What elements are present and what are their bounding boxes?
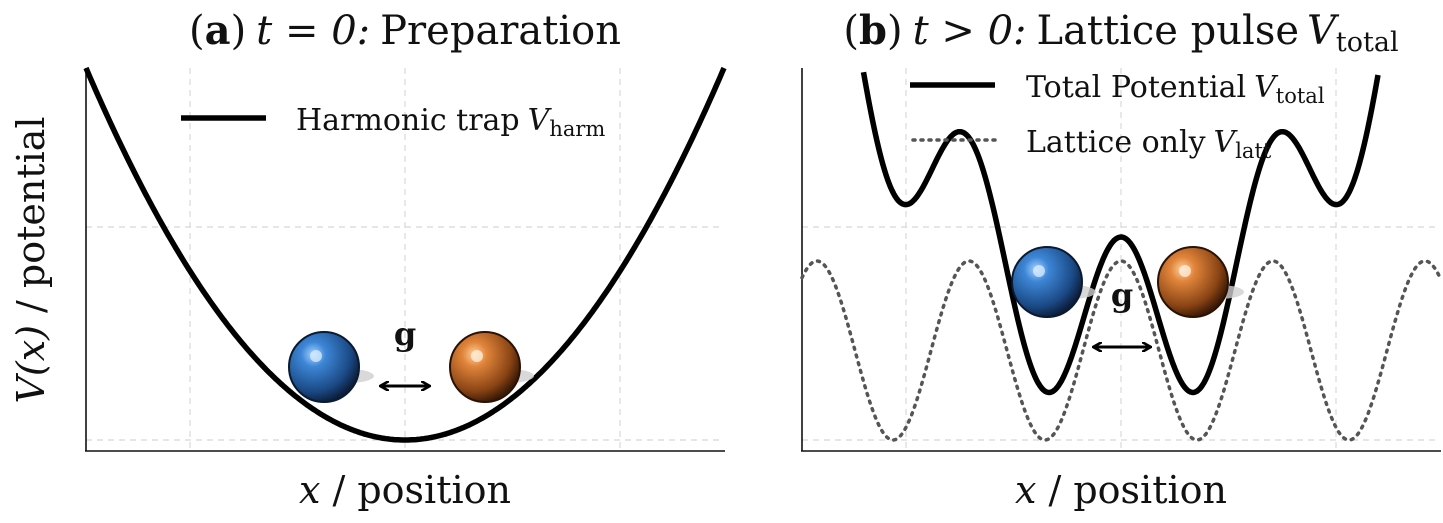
legend-harmonic-label: Harmonic trap Vharm: [296, 103, 605, 141]
total-potential-curve: [860, 71, 1381, 396]
panel-a-particles: g: [288, 315, 534, 403]
panel-a-xlabel: x / position: [299, 468, 511, 512]
panel-b-axes: [801, 68, 1441, 452]
particle-highlight: [471, 350, 483, 362]
blue-particle: [1011, 246, 1083, 318]
panel-b-legend: Total Potential Vtotal Lattice only Vlatt: [910, 70, 1325, 163]
panel-b: (b) t > 0: Lattice pulse Vtotal Total Poten…: [800, 7, 1442, 512]
panel-b-particles: g: [1011, 246, 1244, 347]
panel-a: (a) t = 0: Preparation Harmonic trap Vharm: [83, 7, 727, 512]
coupling-label: g: [1111, 276, 1133, 314]
particle-highlight: [310, 350, 322, 362]
panel-b-grid: [802, 68, 1440, 450]
particle-highlight: [1033, 265, 1045, 277]
panel-a-legend: Harmonic trap Vharm: [181, 103, 605, 141]
orange-particle: [449, 331, 521, 403]
panel-b-xlabel: x / position: [1015, 468, 1227, 512]
panel-a-title: (a) t = 0: Preparation: [189, 7, 621, 54]
legend-lattice-label: Lattice only Vlatt: [1026, 125, 1272, 163]
legend-total-label: Total Potential Vtotal: [1026, 70, 1325, 108]
harmonic-trap-curve: [83, 66, 727, 443]
lattice-only-curve: [800, 259, 1442, 442]
panel-b-title: (b) t > 0: Lattice pulse Vtotal: [843, 7, 1398, 58]
y-axis-label: V(x)/ potential: [9, 116, 53, 403]
particle-highlight: [1179, 265, 1191, 277]
panel-a-axes: [85, 68, 725, 452]
coupling-label: g: [394, 315, 416, 353]
orange-particle: [1157, 246, 1229, 318]
blue-particle: [288, 331, 360, 403]
